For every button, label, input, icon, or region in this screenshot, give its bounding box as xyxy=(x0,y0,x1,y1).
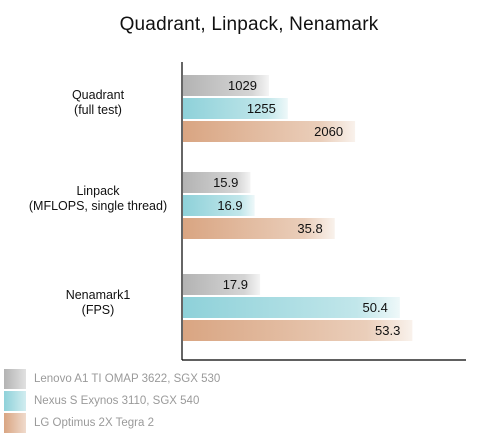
bars-group: 1029 1255 2060 15.9 16.9 35.8 17.9 50.4 53.3 xyxy=(183,75,413,341)
category-label-3-line1: Nenamark1 xyxy=(66,288,131,302)
data-label-series1-cat3: 17.9 xyxy=(223,277,248,292)
legend-item-3: LG Optimus 2X Tegra 2 xyxy=(4,413,154,433)
legend-item-2: Nexus S Exynos 3110, SGX 540 xyxy=(4,391,199,411)
data-label-series2-cat1: 1255 xyxy=(247,101,276,116)
data-label-series2-cat3: 50.4 xyxy=(363,300,388,315)
category-label-2-line2: (MFLOPS, single thread) xyxy=(29,199,167,213)
category-label-1-line2: (full test) xyxy=(74,103,122,117)
data-label-series1-cat1: 1029 xyxy=(228,78,257,93)
category-label-1-line1: Quadrant xyxy=(72,88,125,102)
legend-swatch-2 xyxy=(4,391,26,411)
legend-label-2: Nexus S Exynos 3110, SGX 540 xyxy=(34,395,200,407)
data-label-series3-cat2: 35.8 xyxy=(297,221,322,236)
data-label-series2-cat2: 16.9 xyxy=(217,198,242,213)
data-label-series3-cat1: 2060 xyxy=(314,124,343,139)
legend-label-3: LG Optimus 2X Tegra 2 xyxy=(34,417,154,429)
chart-title: Quadrant, Linpack, Nenamark xyxy=(119,14,379,35)
legend-swatch-1 xyxy=(4,369,26,389)
bar-series2-cat2 xyxy=(183,195,255,216)
bar-series2-cat1 xyxy=(183,98,288,119)
bar-series3-cat1 xyxy=(183,121,356,142)
category-labels: Quadrant(full test) Linpack(MFLOPS, singl… xyxy=(29,88,167,317)
data-label-series1-cat2: 15.9 xyxy=(213,175,238,190)
bar-series1-cat3 xyxy=(183,274,261,295)
bar-series3-cat3 xyxy=(183,320,413,341)
legend-swatch-3 xyxy=(4,413,26,433)
data-label-series3-cat3: 53.3 xyxy=(375,323,400,338)
legend-item-1: Lenovo A1 TI OMAP 3622, SGX 530 xyxy=(4,369,220,389)
legend-label-1: Lenovo A1 TI OMAP 3622, SGX 530 xyxy=(34,373,221,385)
bar-series1-cat1 xyxy=(183,75,269,96)
bar-series3-cat2 xyxy=(183,218,335,239)
category-label-3-line2: (FPS) xyxy=(82,303,115,317)
category-label-2-line1: Linpack xyxy=(76,184,120,198)
bar-series1-cat2 xyxy=(183,172,251,193)
bar-series2-cat3 xyxy=(183,297,400,318)
